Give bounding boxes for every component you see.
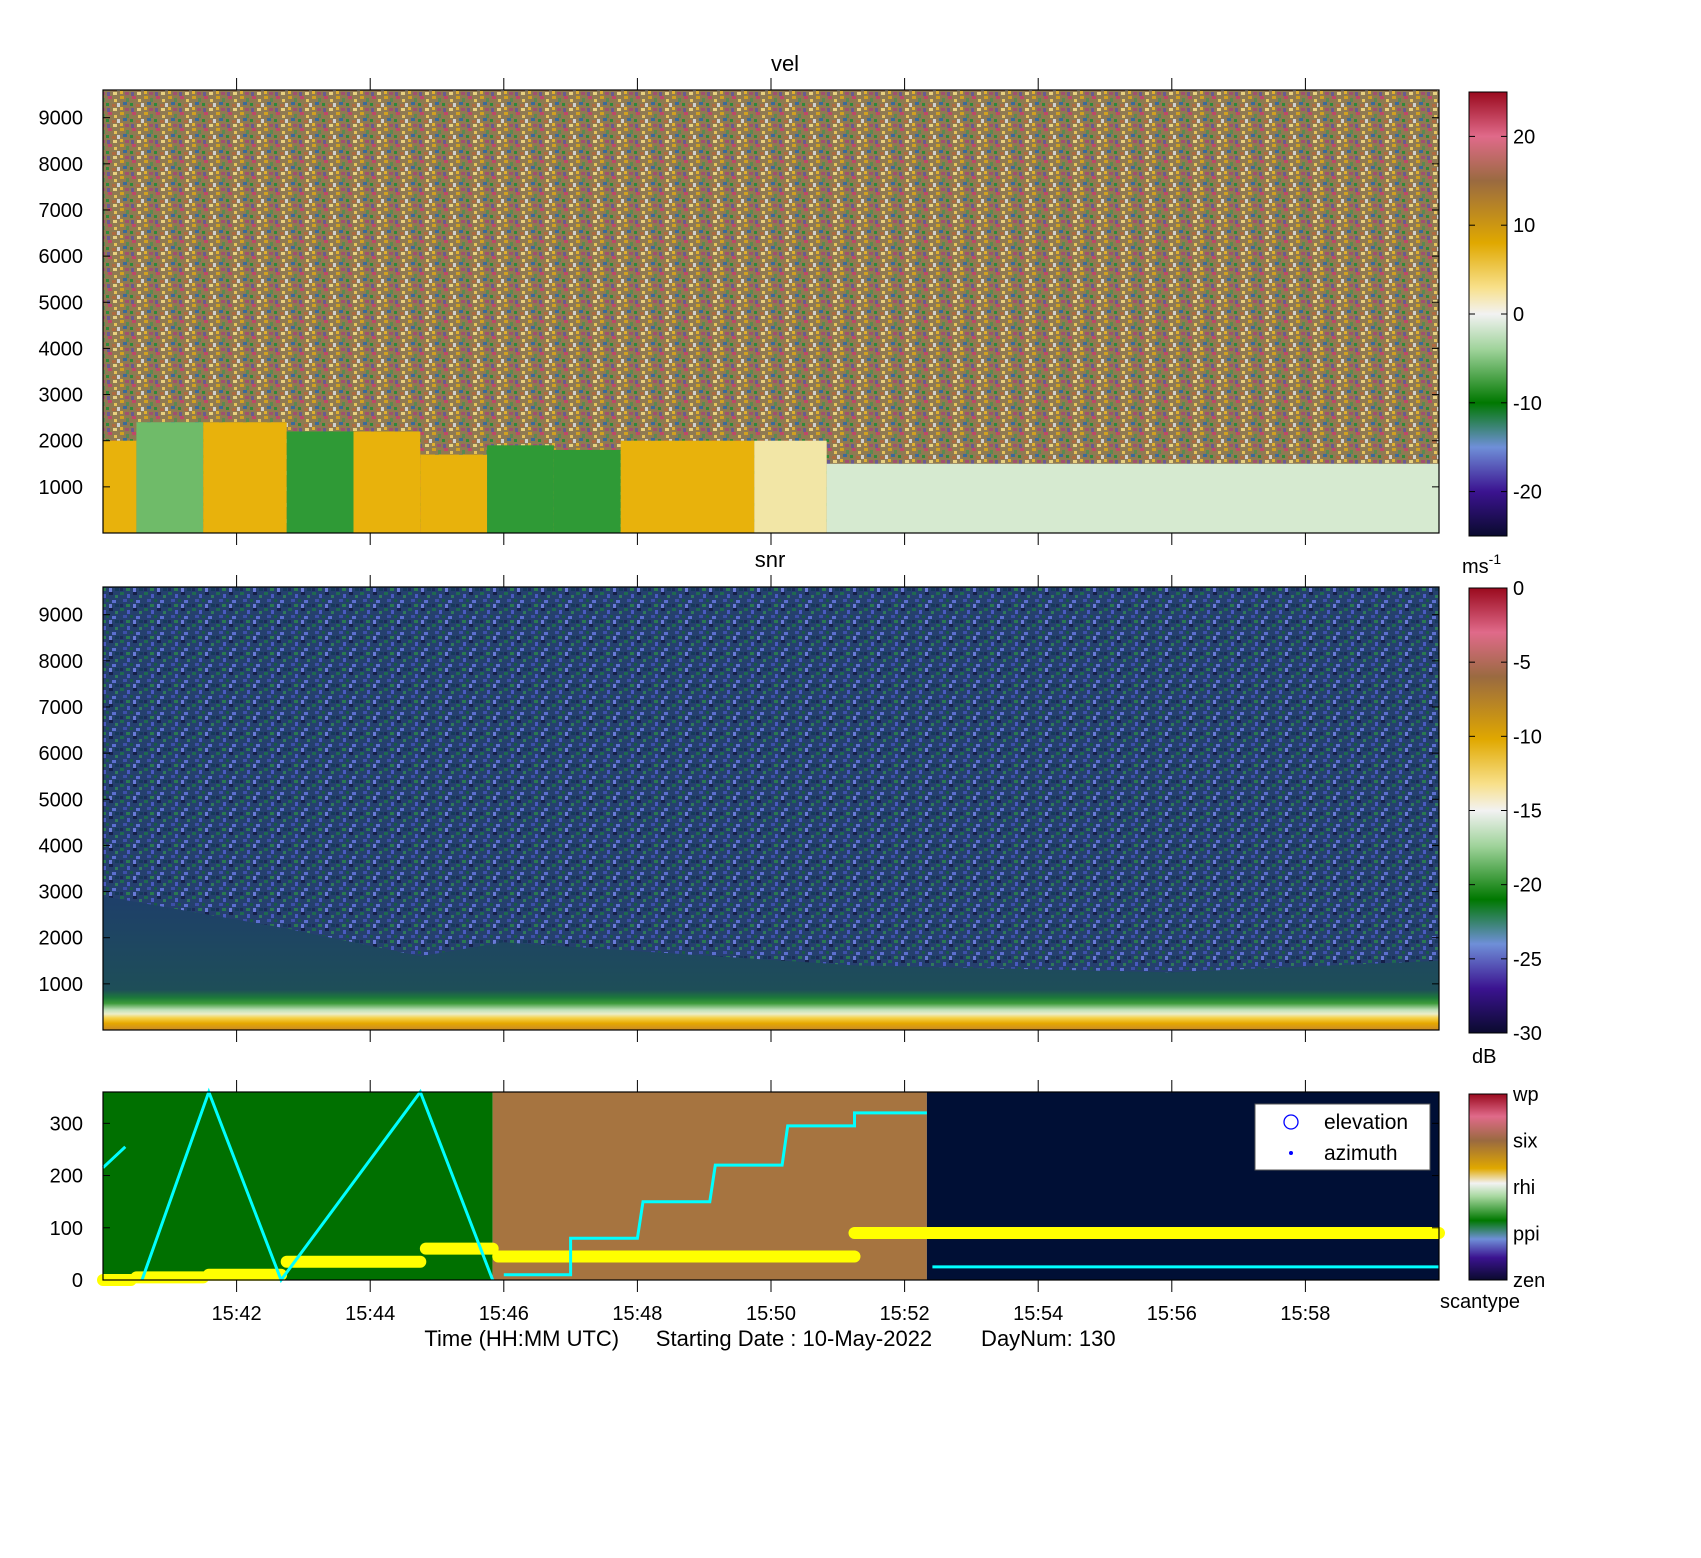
snr-cbar-tick-label: -15 xyxy=(1513,801,1542,823)
vel-y-axis: 1000 2000 3000 4000 5000 6000 7000 8000 9000 xyxy=(39,108,1439,499)
snr-cbar-tick-label: -25 xyxy=(1513,949,1542,971)
legend-azimuth-label: azimuth xyxy=(1324,1142,1398,1165)
0-ytick-label: 4000 xyxy=(39,338,84,360)
vel-segment xyxy=(353,431,421,533)
snr-y-axis: 1000 2000 3000 4000 5000 6000 7000 8000 9000 xyxy=(39,605,1439,996)
legend-elevation-label: elevation xyxy=(1324,1111,1408,1134)
scantype-colorbar xyxy=(1468,1093,1508,1281)
xtick-label: 15:56 xyxy=(1147,1303,1197,1325)
snr-cbar-tick-label: -10 xyxy=(1513,726,1542,748)
snr-title: snr xyxy=(755,547,786,572)
snr-cbar-tick-label: 0 xyxy=(1513,578,1524,600)
vel-cbar-tick-label: -20 xyxy=(1513,482,1542,504)
1-ytick-label: 5000 xyxy=(39,789,84,811)
vel-segment xyxy=(286,431,354,533)
vel-segment xyxy=(553,449,621,533)
vel-segment xyxy=(687,440,755,533)
snr-x-ticks xyxy=(236,575,1306,1042)
scantype-label: ppi xyxy=(1513,1224,1540,1246)
scantype-label: wp xyxy=(1512,1084,1539,1106)
snr-boundary-layer xyxy=(103,896,1439,1030)
2-ytick-label: 100 xyxy=(50,1218,83,1240)
1-ytick-label: 6000 xyxy=(39,743,84,765)
xtick-label: 15:58 xyxy=(1280,1303,1330,1325)
vel-colorbar-unit: ms-1 xyxy=(1462,551,1501,578)
vel-segment xyxy=(420,454,488,533)
xtick-label: 15:54 xyxy=(1013,1303,1063,1325)
snr-colorbar xyxy=(1468,587,1508,1034)
snr-colorbar-ticks: 0 -5 -10 -15 -20 -25 -30 xyxy=(1469,578,1542,1045)
1-ytick-label: 9000 xyxy=(39,605,84,627)
vel-segment xyxy=(754,440,827,533)
legend-box xyxy=(1254,1103,1431,1171)
scan-y-axis: 0 100 200 300 xyxy=(50,1113,1439,1292)
vel-boundary-layer xyxy=(103,422,1439,533)
scantype-label: six xyxy=(1513,1131,1537,1153)
scantype-colorbar-unit: scantype xyxy=(1440,1291,1520,1313)
time-x-axis: 15:42 15:44 15:46 15:48 15:50 15:52 15:54 15:56… xyxy=(212,1080,1330,1325)
vel-unit-exponent: -1 xyxy=(1489,551,1502,567)
snr-cbar-tick-label: -20 xyxy=(1513,875,1542,897)
snr-panel: snr 1000 2000 3000 4000 5000 6000 7000 8000 9000… xyxy=(39,547,1542,1068)
vel-x-ticks xyxy=(236,78,1306,545)
scan-panel: 0 100 200 300 15:42 15:44 15:46 15:48 15:50 15:5… xyxy=(50,1080,1545,1351)
vel-title: vel xyxy=(771,51,799,76)
2-ytick-label: 300 xyxy=(50,1113,83,1135)
1-ytick-label: 3000 xyxy=(39,882,84,904)
snr-cbar-tick-label: -5 xyxy=(1513,652,1531,674)
xtick-label: 15:50 xyxy=(746,1303,796,1325)
scantype-label: rhi xyxy=(1513,1177,1535,1199)
0-ytick-label: 9000 xyxy=(39,108,84,130)
snr-colorbar-unit: dB xyxy=(1472,1046,1496,1068)
0-ytick-label: 2000 xyxy=(39,431,84,453)
xtick-label: 15:42 xyxy=(212,1303,262,1325)
xtick-label: 15:48 xyxy=(612,1303,662,1325)
xtick-label: 15:52 xyxy=(880,1303,930,1325)
x-axis-label: Time (HH:MM UTC) Starting Date : 10-May-… xyxy=(424,1326,1115,1351)
vel-cbar-tick-label: -10 xyxy=(1513,393,1542,415)
0-ytick-label: 1000 xyxy=(39,477,84,499)
azimuth-legend-marker xyxy=(1289,1151,1293,1155)
xtick-label: 15:46 xyxy=(479,1303,529,1325)
vel-cbar-tick-label: 10 xyxy=(1513,215,1535,237)
vel-segment xyxy=(203,422,287,533)
vel-cbar-tick-label: 0 xyxy=(1513,304,1524,326)
vel-segment xyxy=(620,440,688,533)
2-ytick-label: 0 xyxy=(72,1270,83,1292)
vel-segment xyxy=(136,422,204,533)
1-ytick-label: 2000 xyxy=(39,928,84,950)
vel-panel: vel 1000 2000 3000 4000 5000 6000 7000 8000 9000… xyxy=(39,51,1542,578)
scantype-label: zen xyxy=(1513,1270,1545,1292)
xtick-label: 15:44 xyxy=(345,1303,395,1325)
1-ytick-label: 8000 xyxy=(39,651,84,673)
0-ytick-label: 3000 xyxy=(39,385,84,407)
vel-cbar-tick-label: 20 xyxy=(1513,126,1535,148)
vel-segment xyxy=(487,445,554,533)
scantype-colorbar-labels: wp six rhi ppi zen xyxy=(1512,1084,1545,1292)
0-ytick-label: 6000 xyxy=(39,246,84,268)
0-ytick-label: 7000 xyxy=(39,200,84,222)
1-ytick-label: 7000 xyxy=(39,697,84,719)
vel-unit-base: ms xyxy=(1462,556,1489,578)
snr-cbar-tick-label: -30 xyxy=(1513,1023,1542,1045)
2-ytick-label: 200 xyxy=(50,1166,83,1188)
1-ytick-label: 1000 xyxy=(39,974,84,996)
0-ytick-label: 5000 xyxy=(39,292,84,314)
vel-colorbar-ticks: 20 10 0 -10 -20 xyxy=(1469,126,1542,504)
elevation-legend-marker xyxy=(1283,1114,1299,1130)
legend: elevation azimuth xyxy=(1254,1103,1431,1171)
0-ytick-label: 8000 xyxy=(39,154,84,176)
vel-segment xyxy=(826,463,1439,533)
1-ytick-label: 4000 xyxy=(39,835,84,857)
